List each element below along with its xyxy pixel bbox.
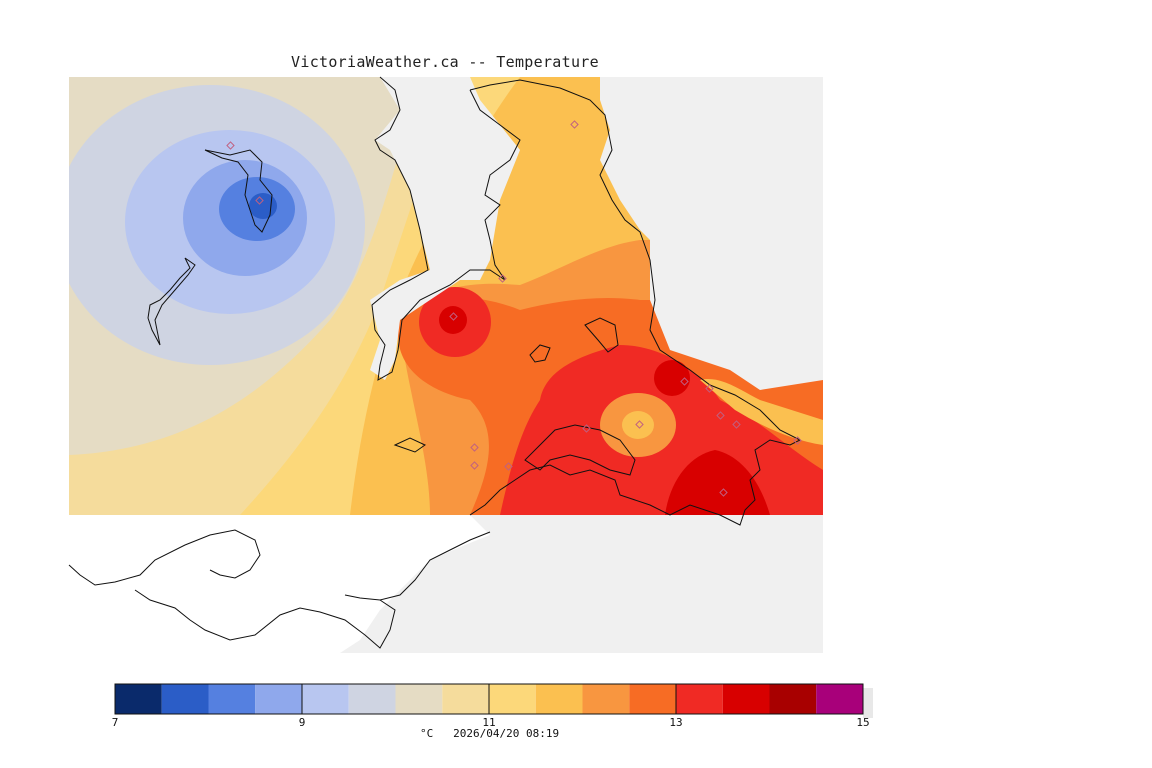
- legend-tick-label: 13: [669, 716, 682, 729]
- no-data-land: [69, 515, 490, 653]
- station-marker[interactable]: [582, 424, 591, 433]
- legend-bin: [582, 684, 630, 714]
- station-marker[interactable]: [719, 488, 728, 497]
- legend-bin: [302, 684, 349, 714]
- station-marker[interactable]: [635, 420, 644, 429]
- station-marker[interactable]: [255, 196, 264, 205]
- legend-bin: [442, 684, 489, 714]
- legend-bin: [115, 684, 162, 714]
- legend-bin: [348, 684, 396, 714]
- legend-tick-label: 11: [482, 716, 495, 729]
- station-marker[interactable]: [716, 411, 725, 420]
- legend-shadow: [863, 688, 873, 718]
- station-marker[interactable]: [470, 461, 479, 470]
- coastlines: [68, 76, 802, 649]
- legend-bin: [816, 684, 863, 714]
- unit-label: °C: [420, 727, 434, 740]
- legend-bin: [395, 684, 443, 714]
- station-marker[interactable]: [498, 274, 507, 283]
- legend-bin: [676, 684, 723, 714]
- legend-tick-label: 7: [112, 716, 119, 729]
- weather-stations: [226, 120, 802, 497]
- legend-bin: [722, 684, 770, 714]
- water-area: [370, 77, 520, 380]
- legend-ticks: 7 9 11 13 15: [112, 684, 870, 729]
- station-marker[interactable]: [504, 462, 513, 471]
- legend-bin: [535, 684, 583, 714]
- legend-bin: [255, 684, 302, 714]
- legend-bin: [208, 684, 256, 714]
- legend-tick-label: 15: [856, 716, 869, 729]
- legend-bin: [629, 684, 676, 714]
- station-marker[interactable]: [680, 377, 689, 386]
- legend-footer: °C 2026/04/20 08:19: [420, 727, 559, 740]
- legend-tick-label: 9: [299, 716, 306, 729]
- temperature-field: [69, 77, 823, 515]
- legend-bin: [161, 684, 209, 714]
- station-marker[interactable]: [449, 312, 458, 321]
- station-marker[interactable]: [705, 384, 714, 393]
- station-marker[interactable]: [793, 436, 802, 445]
- station-marker[interactable]: [570, 120, 579, 129]
- timestamp-label: 2026/04/20 08:19: [453, 727, 560, 740]
- station-marker[interactable]: [732, 420, 741, 429]
- legend-bin: [489, 684, 536, 714]
- map-title: VictoriaWeather.ca -- Temperature: [291, 53, 599, 71]
- station-marker[interactable]: [226, 141, 235, 150]
- station-marker[interactable]: [470, 443, 479, 452]
- legend-bin: [769, 684, 817, 714]
